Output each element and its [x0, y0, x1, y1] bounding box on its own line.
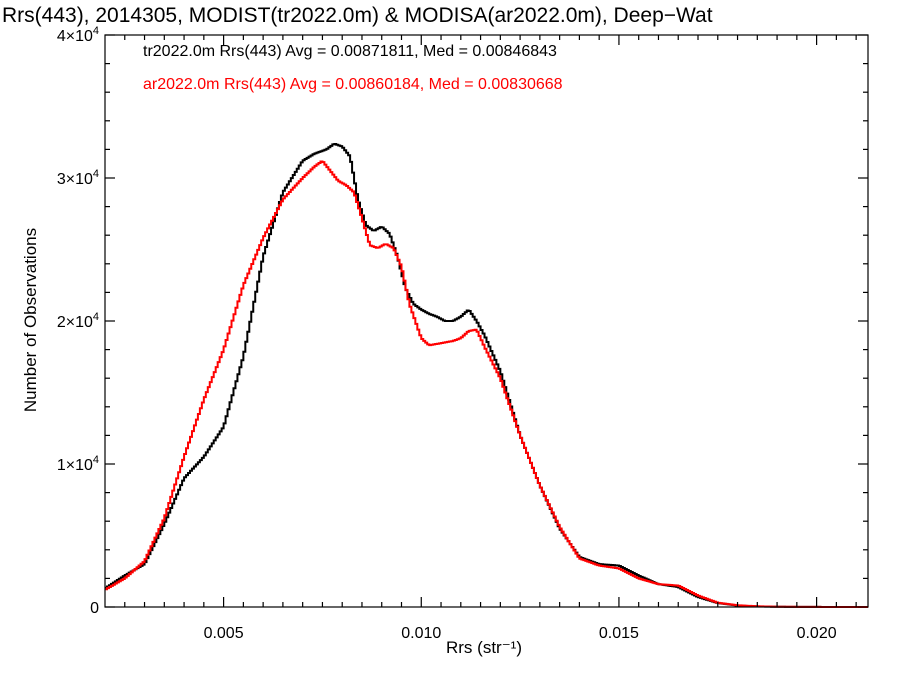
y-tick-label: 0: [90, 600, 99, 617]
series-layer: [105, 143, 868, 608]
y-tick-label: 1×104: [57, 454, 99, 474]
series-ar2022-line: [105, 160, 868, 608]
tick-layer: 0.005 0.010 0.015 0.020 0 1×104 2×104 3×104 4×10…: [57, 25, 868, 642]
y-tick-label: 2×104: [57, 311, 99, 331]
y-tick-label: 4×104: [57, 25, 99, 45]
x-tick-label: 0.020: [797, 625, 837, 642]
plot-frame: [104, 34, 869, 608]
series-tr2022-line: [105, 143, 868, 608]
y-axis-label: Number of Observations: [21, 227, 40, 413]
stats-line-ar: ar2022.0m Rrs(443) Avg = 0.00860184, Med…: [143, 76, 563, 93]
y-tick-label: 3×104: [57, 168, 99, 188]
stats-line-tr: tr2022.0m Rrs(443) Avg = 0.00871811, Med…: [143, 43, 557, 60]
x-tick-label: 0.005: [204, 625, 244, 642]
x-axis-label: Rrs (str⁻¹): [445, 638, 523, 657]
x-tick-label: 0.015: [599, 625, 639, 642]
x-tick-label: 0.010: [401, 625, 441, 642]
chart-title: Rrs(443), 2014305, MODIST(tr2022.0m) & M…: [2, 4, 713, 27]
